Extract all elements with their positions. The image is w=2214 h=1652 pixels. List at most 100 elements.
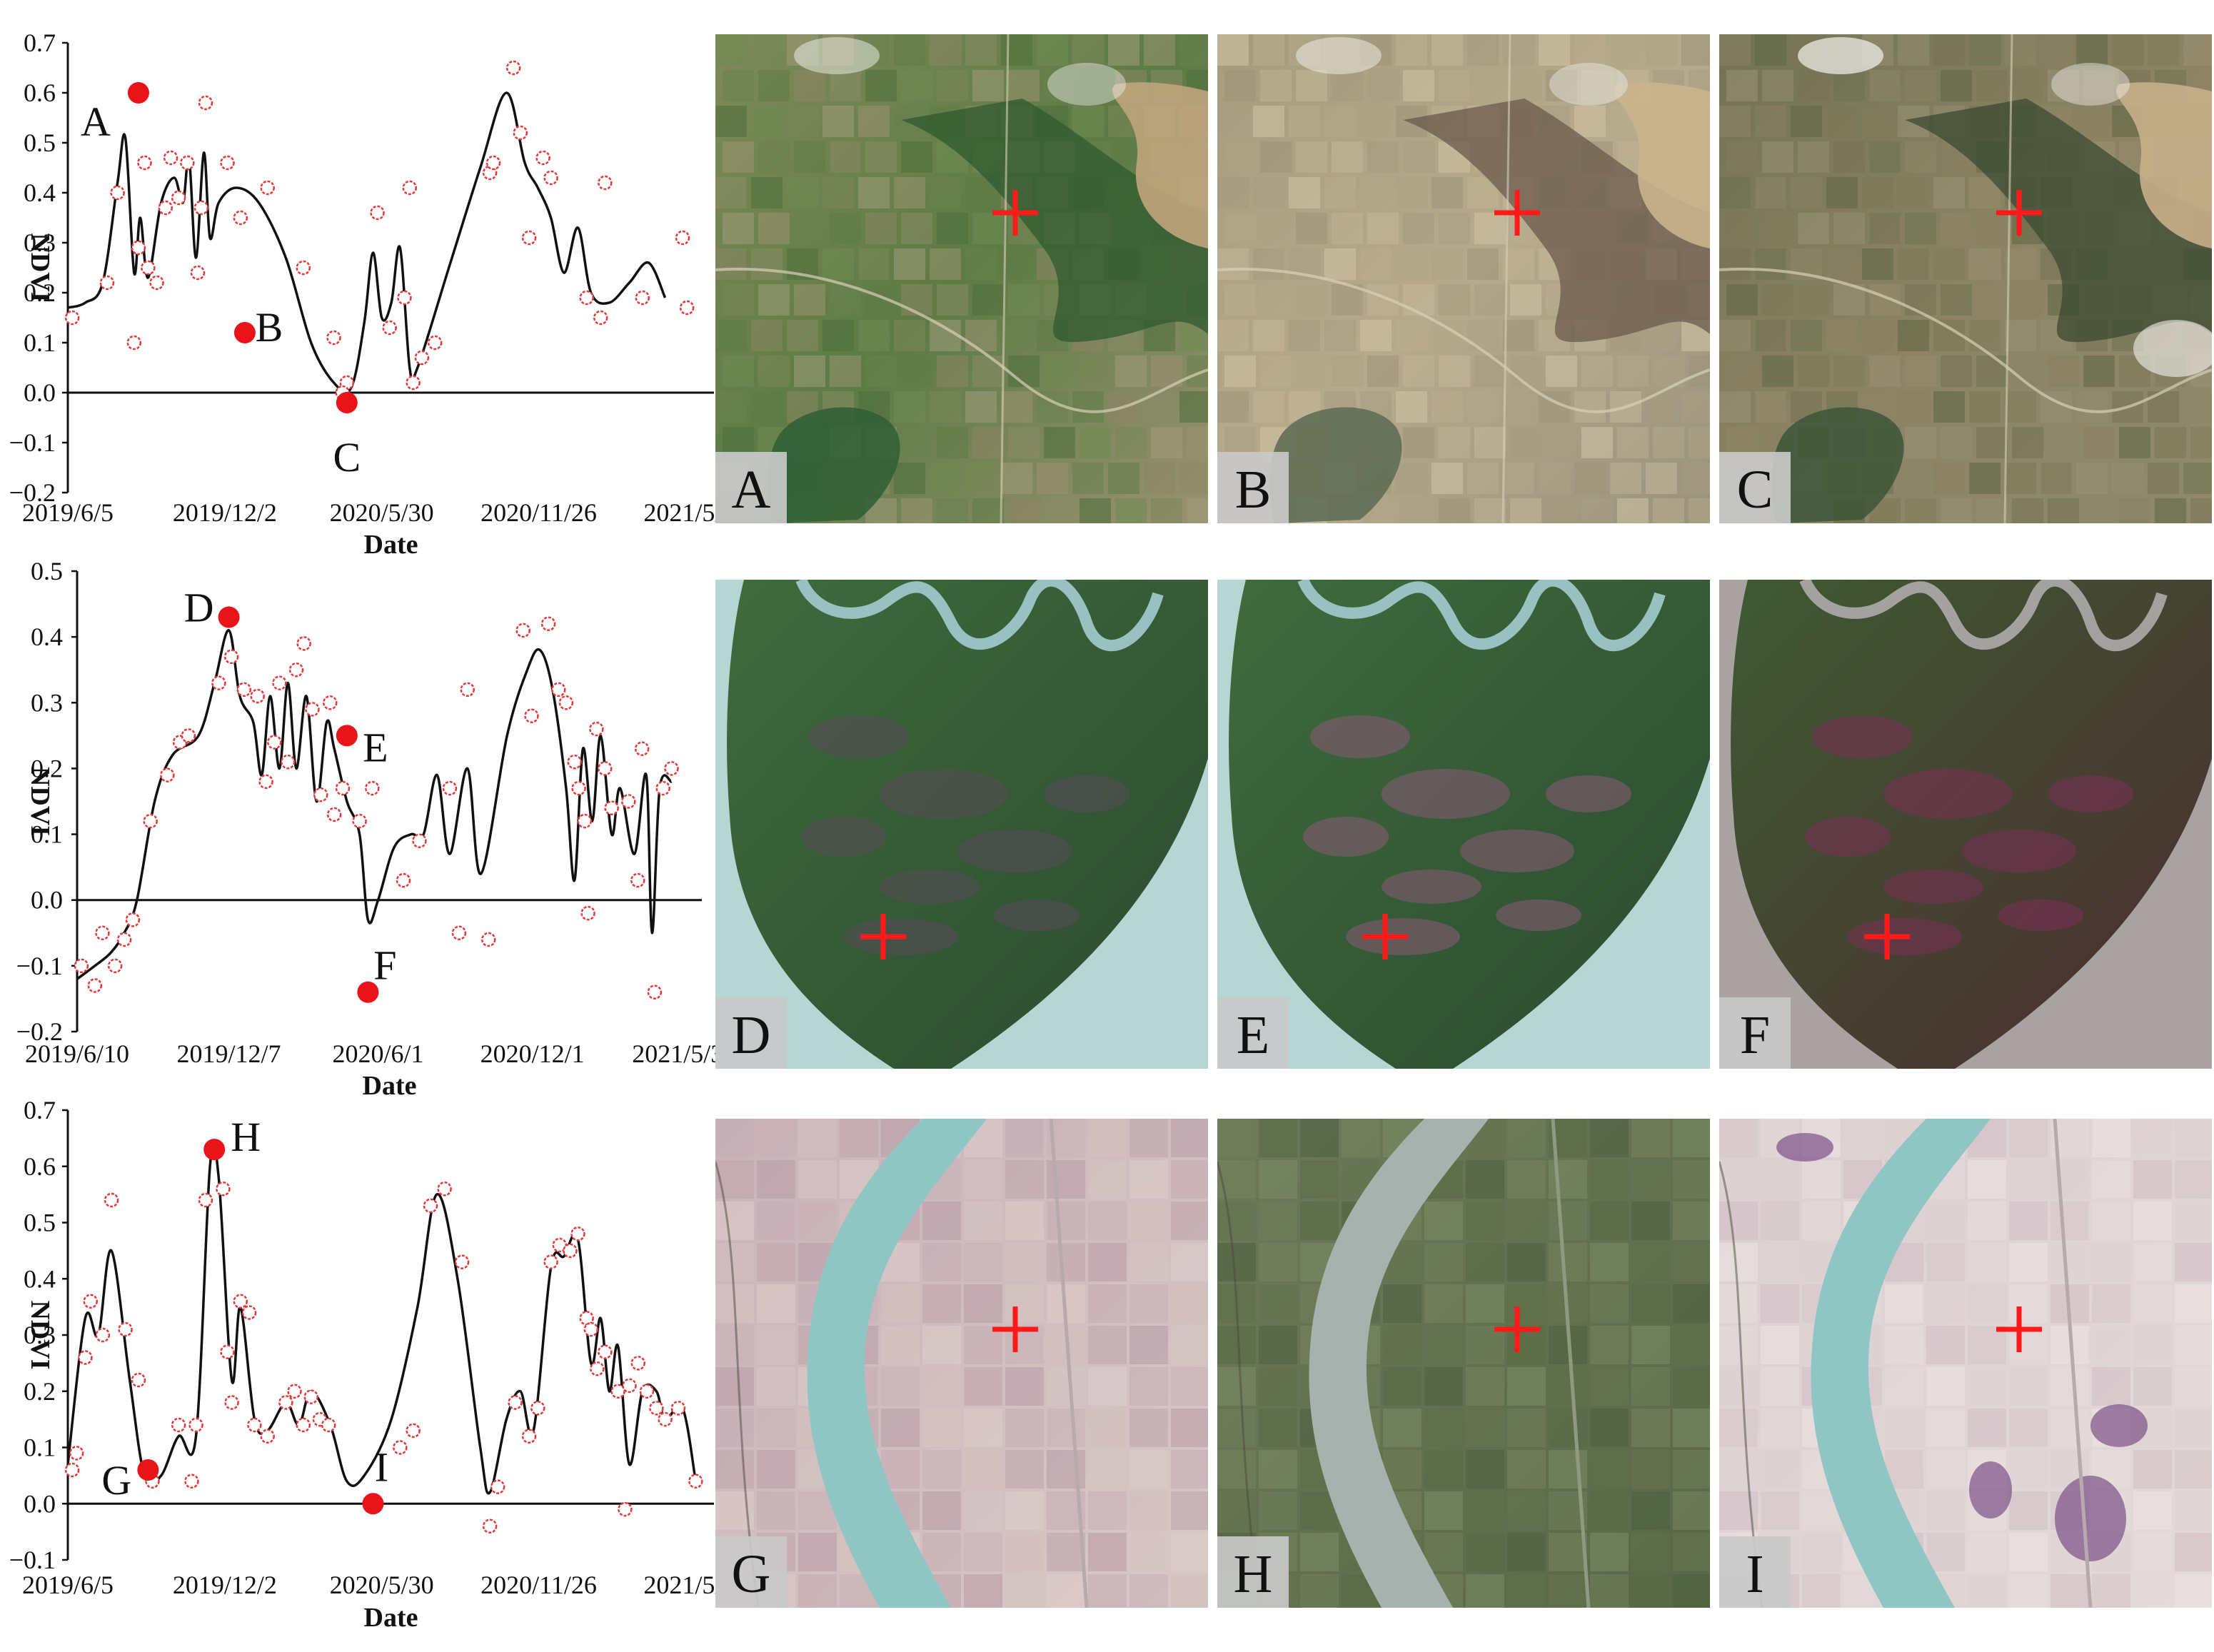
tile-label-box: [1719, 1536, 1791, 1608]
y-tick-label: 0.0: [24, 378, 56, 407]
tile-label: H: [1234, 1544, 1273, 1604]
ndvi-observation-point: [505, 60, 521, 76]
ndvi-observation-point: [647, 984, 663, 999]
ndvi-observation-point: [664, 761, 679, 776]
ndvi-observation-point: [530, 1401, 545, 1416]
ndvi-observation-point: [272, 675, 287, 690]
y-axis-title: NDVI: [25, 233, 55, 302]
ndvi-observation-point: [515, 623, 530, 638]
ndvi-observation-point: [223, 649, 239, 665]
ndvi-observation-point: [540, 616, 556, 631]
ndvi-observation-point: [287, 1384, 302, 1399]
y-tick-label: −0.1: [9, 1546, 56, 1574]
ndvi-observation-point: [630, 872, 645, 888]
ndvi-observation-point: [181, 728, 196, 743]
y-tick-label: 0.1: [24, 1434, 56, 1462]
ndvi-observation-point: [490, 1479, 505, 1494]
ndvi-observation-point: [83, 1294, 99, 1309]
ndvi-observation-point: [670, 1401, 686, 1416]
y-tick-label: 0.6: [24, 1152, 56, 1181]
satellite-tile-i: I: [1719, 1119, 2212, 1608]
ndvi-observation-point: [610, 1384, 625, 1399]
satellite-tile-c: C: [1719, 34, 2212, 523]
ndvi-observation-point: [396, 872, 411, 888]
y-tick-label: 0.0: [31, 886, 63, 915]
ndvi-observation-point: [193, 200, 209, 216]
ndvi-observation-point: [551, 682, 566, 697]
ndvi-observation-point: [260, 1429, 275, 1444]
ndvi-observation-point: [137, 155, 152, 171]
ndvi-observation-point: [482, 1518, 498, 1533]
y-tick-label: 0.5: [24, 129, 56, 157]
ndvi-observation-point: [131, 1372, 146, 1388]
ndvi-chart-1: 0.7 0.6 0.5 0.4 0.3 0.2 0.1 0.0 −0.1 −0.2 NDVI 2019…: [9, 29, 748, 560]
ndvi-observation-point: [423, 1198, 438, 1214]
y-tick-label: 0.6: [24, 79, 56, 107]
tile-label-box: [1217, 1536, 1289, 1608]
highlighted-point-a: [127, 82, 149, 104]
ndvi-observation-point: [143, 813, 158, 829]
point-label-a: A: [81, 99, 111, 145]
ndvi-observation-point: [247, 1417, 262, 1433]
tile-label: I: [1746, 1544, 1763, 1604]
satellite-tile-g: G: [715, 1119, 1208, 1608]
x-axis-title: Date: [363, 1071, 417, 1101]
highlighted-point-h: [203, 1139, 226, 1161]
ndvi-observation-point: [216, 1182, 231, 1197]
ndvi-observation-point: [188, 1417, 203, 1433]
ndvi-observation-point: [158, 200, 173, 216]
ndvi-observation-point: [296, 636, 311, 651]
x-tick-label: 2020/5/30: [330, 498, 434, 527]
ndvi-observation-point: [64, 310, 80, 326]
ndvi-observation-point: [258, 774, 273, 790]
ndvi-observation-point: [233, 210, 248, 226]
ndvi-observation-point: [160, 767, 175, 782]
highlighted-point-g: [137, 1459, 159, 1481]
highlighted-point-e: [336, 725, 358, 747]
ndvi-observation-point: [621, 794, 636, 809]
point-label-d: D: [184, 585, 214, 631]
highlighted-point-i: [362, 1493, 384, 1515]
ndvi-observation-point: [382, 320, 397, 336]
ndvi-observation-point: [118, 1321, 133, 1337]
tile-label: C: [1737, 460, 1773, 520]
ndvi-observation-point: [580, 905, 595, 921]
point-label-b: B: [256, 304, 283, 351]
ndvi-observation-point: [563, 1243, 578, 1259]
ndvi-observation-point: [658, 1411, 673, 1427]
y-tick-label: 0.4: [24, 178, 56, 207]
smoothed-ndvi-curve: [66, 1140, 698, 1495]
ndvi-observation-point: [296, 1417, 311, 1433]
x-tick-label: 2020/12/1: [480, 1039, 585, 1068]
x-tick-label: 2020/5/30: [330, 1571, 434, 1599]
satellite-tile-h: H: [1217, 1119, 1710, 1608]
location-marker-icon: [1362, 914, 1408, 960]
point-label-e: E: [363, 724, 388, 770]
ndvi-observation-point: [131, 240, 146, 256]
x-axis-title: Date: [364, 530, 418, 560]
ndvi-observation-point: [571, 780, 586, 796]
y-tick-label: 0.0: [24, 1489, 56, 1518]
ndvi-observation-point: [198, 95, 213, 111]
y-tick-label: 0.2: [24, 1377, 56, 1406]
ndvi-observation-point: [141, 260, 156, 276]
y-tick-label: 0.1: [31, 820, 63, 849]
satellite-tile-e: E: [1217, 580, 1710, 1069]
y-tick-label: 0.2: [24, 278, 56, 307]
x-axis-title: Date: [364, 1603, 418, 1633]
ndvi-chart-3: 0.7 0.6 0.5 0.4 0.3 0.2 0.1 0.0 −0.1 NDVI 2019/6/5…: [9, 1096, 748, 1633]
location-marker-icon: [1996, 190, 2042, 236]
ndvi-observation-point: [630, 1356, 645, 1371]
ndvi-observation-point: [521, 1429, 537, 1444]
ndvi-observation-point: [104, 1192, 119, 1208]
ndvi-observation-point: [597, 761, 613, 776]
y-tick-label: 0.4: [24, 1264, 56, 1293]
location-marker-icon: [1494, 1306, 1540, 1352]
tile-label-box: [715, 452, 787, 523]
ndvi-observation-point: [280, 754, 296, 770]
ndvi-observation-point: [570, 1227, 585, 1241]
ndvi-observation-point: [634, 741, 650, 757]
highlighted-point-c: [336, 392, 358, 413]
x-tick-label: 2019/6/5: [22, 498, 114, 527]
